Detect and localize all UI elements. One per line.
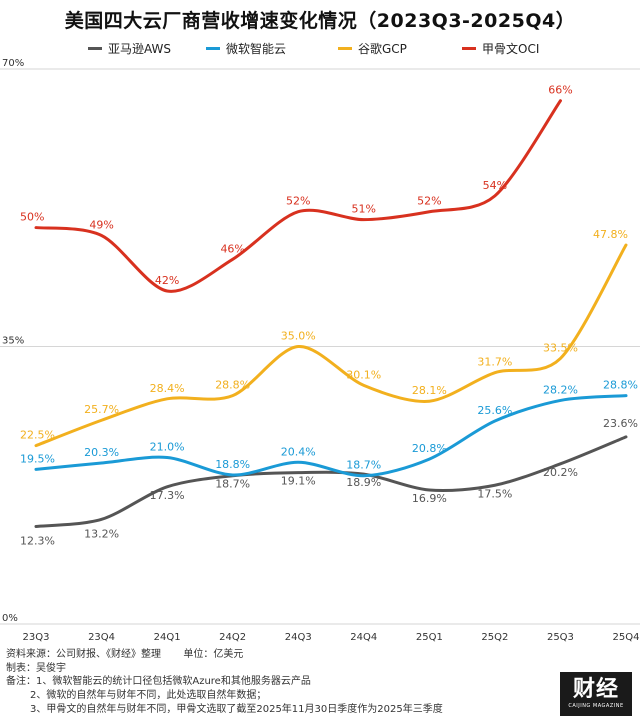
data-label-azure-3: 18.8% (215, 458, 250, 471)
legend-item-oci: 甲骨文OCI (462, 40, 539, 57)
logo-text: 财经 (572, 677, 619, 702)
data-label-gcp-1: 25.7% (84, 403, 119, 416)
legend-swatch-aws (88, 47, 102, 50)
data-label-gcp-9: 47.8% (593, 228, 628, 241)
data-label-oci-2: 42% (155, 274, 179, 287)
author-text: 制表：吴俊宇 (6, 663, 66, 674)
data-label-azure-4: 20.4% (281, 445, 316, 458)
data-label-oci-3: 46% (220, 242, 244, 255)
data-label-azure-6: 20.8% (412, 442, 447, 455)
x-tick-label-4: 24Q3 (285, 632, 312, 643)
data-label-azure-0: 19.5% (20, 452, 55, 465)
x-tick-label-5: 24Q4 (350, 632, 377, 643)
source-label: 资料来源：公司财报、《财经》整理 (6, 649, 161, 660)
data-label-oci-6: 52% (417, 195, 441, 208)
legend-label-gcp: 谷歌GCP (358, 42, 407, 56)
data-label-gcp-2: 28.4% (150, 382, 185, 395)
data-label-gcp-4: 35.0% (281, 330, 316, 343)
legend-label-oci: 甲骨文OCI (482, 42, 540, 56)
legend-swatch-azure (206, 47, 220, 50)
data-label-oci-8: 66% (548, 84, 572, 97)
data-label-gcp-6: 28.1% (412, 384, 447, 397)
series-line-aws (34, 435, 628, 528)
legend-item-aws: 亚马逊AWS (88, 40, 171, 57)
series-line-gcp (34, 243, 628, 448)
data-label-azure-9: 28.8% (603, 379, 638, 392)
y-tick-label-1: 35% (2, 336, 24, 347)
data-label-oci-1: 49% (89, 219, 113, 232)
x-tick-label-9: 25Q4 (613, 632, 640, 643)
legend-swatch-oci (462, 47, 476, 50)
caijing-logo: 财经 CAIJING MAGAZINE (560, 672, 632, 716)
data-label-aws-5: 18.9% (346, 476, 381, 489)
data-label-aws-2: 17.3% (150, 489, 185, 502)
x-tick-label-6: 25Q1 (416, 632, 443, 643)
x-tick-label-3: 24Q2 (219, 632, 246, 643)
data-label-gcp-7: 31.7% (477, 356, 512, 369)
source-text: 资料来源：公司财报、《财经》整理 单位：亿美元 (6, 648, 243, 662)
x-tick-label-8: 25Q3 (547, 632, 574, 643)
legend-item-azure: 微软智能云 (206, 40, 286, 57)
logo-subtext: CAIJING MAGAZINE (568, 703, 624, 709)
data-label-gcp-5: 30.1% (346, 368, 381, 381)
unit-label: 单位：亿美元 (183, 649, 244, 660)
note-3: 3、甲骨文的自然年与财年不同，甲骨文选取了截至2025年11月30日季度作为20… (30, 704, 443, 715)
data-label-gcp-0: 22.5% (20, 429, 55, 442)
data-label-oci-4: 52% (286, 195, 310, 208)
y-tick-label-2: 70% (2, 58, 24, 69)
series-line-oci (34, 99, 562, 293)
legend-item-gcp: 谷歌GCP (338, 40, 407, 57)
data-label-aws-1: 13.2% (84, 527, 119, 540)
x-tick-label-2: 24Q1 (154, 632, 181, 643)
data-label-gcp-3: 28.8% (215, 379, 250, 392)
x-tick-label-7: 25Q2 (481, 632, 508, 643)
data-label-oci-0: 50% (20, 211, 44, 224)
data-label-aws-7: 17.5% (477, 487, 512, 500)
note-2: 2、微软的自然年与财年不同，此处选取自然年数据； (30, 690, 267, 701)
data-label-gcp-8: 33.5% (543, 341, 578, 354)
legend-swatch-gcp (338, 47, 352, 50)
data-label-oci-5: 51% (352, 203, 376, 216)
data-label-azure-8: 28.2% (543, 383, 578, 396)
note-1: 备注：1、微软智能云的统计口径包括微软Azure和其他服务器云产品 (6, 676, 311, 687)
data-label-azure-5: 18.7% (346, 459, 381, 472)
x-tick-label-0: 23Q3 (23, 632, 50, 643)
data-label-aws-3: 18.7% (215, 478, 250, 491)
x-tick-label-1: 23Q4 (88, 632, 115, 643)
legend-label-azure: 微软智能云 (226, 42, 287, 56)
legend-label-aws: 亚马逊AWS (108, 42, 172, 56)
data-label-azure-1: 20.3% (84, 446, 119, 459)
data-label-aws-6: 16.9% (412, 492, 447, 505)
chart-title: 美国四大云厂商营收增速变化情况（2023Q3-2025Q4） (64, 10, 576, 32)
data-label-azure-2: 21.0% (150, 441, 185, 454)
data-label-azure-7: 25.6% (477, 404, 512, 417)
legend: 亚马逊AWS 微软智能云 谷歌GCP 甲骨文OCI (88, 40, 630, 58)
y-tick-label-0: 0% (2, 613, 18, 624)
series-line-azure (34, 394, 628, 478)
data-label-oci-7: 54% (483, 179, 507, 192)
data-label-aws-0: 12.3% (20, 534, 55, 547)
data-label-aws-9: 23.6% (603, 417, 638, 430)
data-label-aws-4: 19.1% (281, 475, 316, 488)
data-label-aws-8: 20.2% (543, 466, 578, 479)
